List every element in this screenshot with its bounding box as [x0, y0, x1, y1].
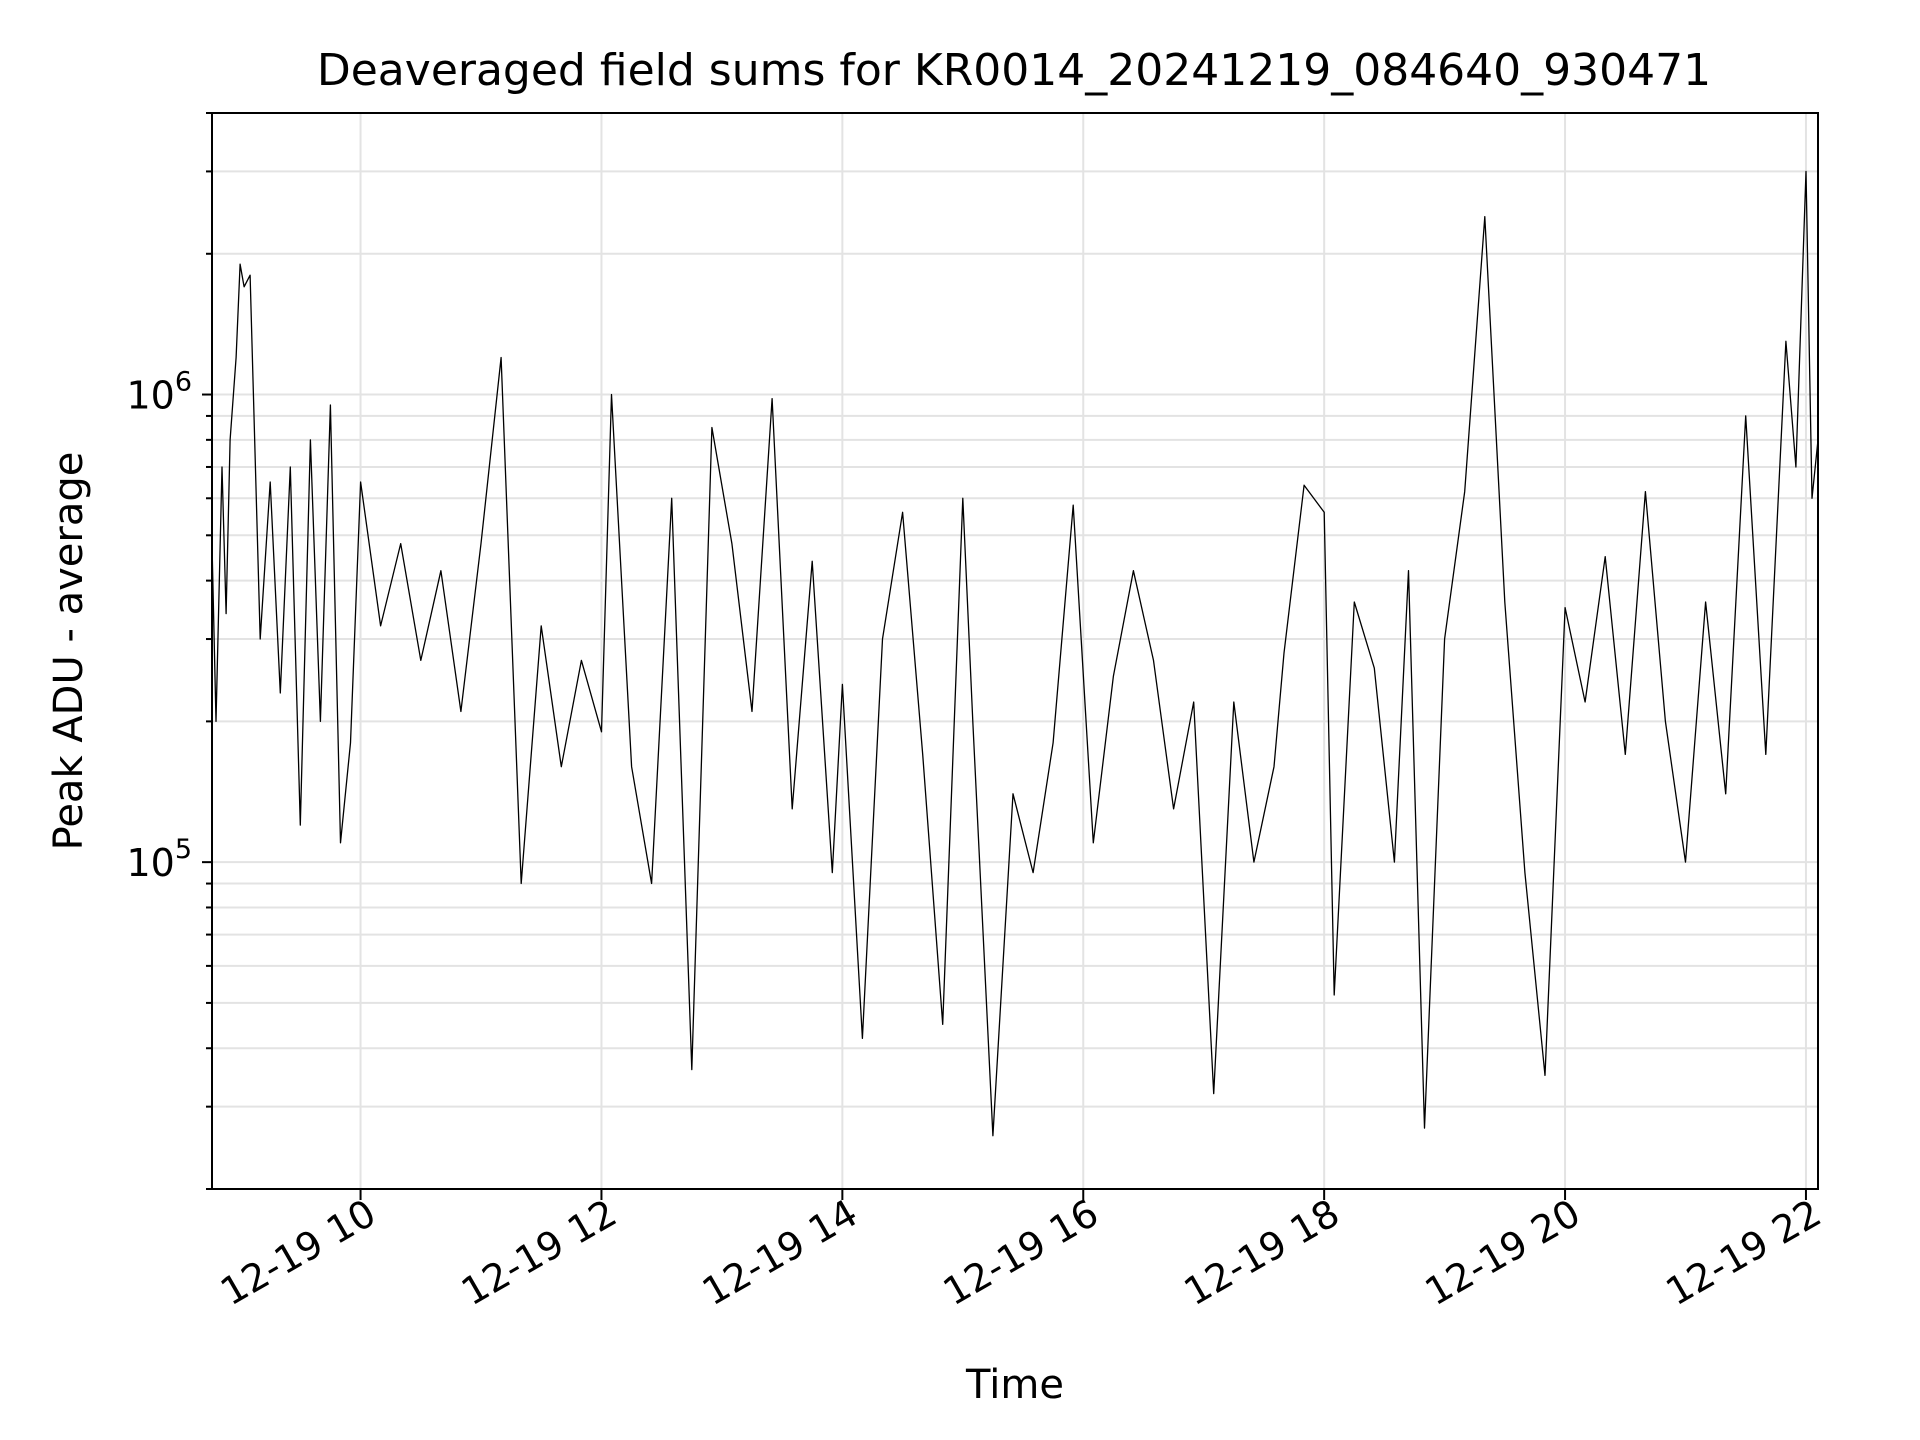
y-axis-label: Peak ADU - average — [46, 452, 92, 851]
y-axis: 105 106 — [126, 112, 212, 1190]
x-axis-label: Time — [965, 1362, 1064, 1408]
y-tick-label: 105 — [126, 834, 192, 885]
chart-title: Deaveraged field sums for KR0014_2024121… — [317, 45, 1711, 96]
grid — [212, 112, 1818, 1190]
plot-frame — [211, 112, 1819, 1190]
y-tick-label: 106 — [126, 367, 192, 418]
series-line — [211, 170, 1819, 1137]
